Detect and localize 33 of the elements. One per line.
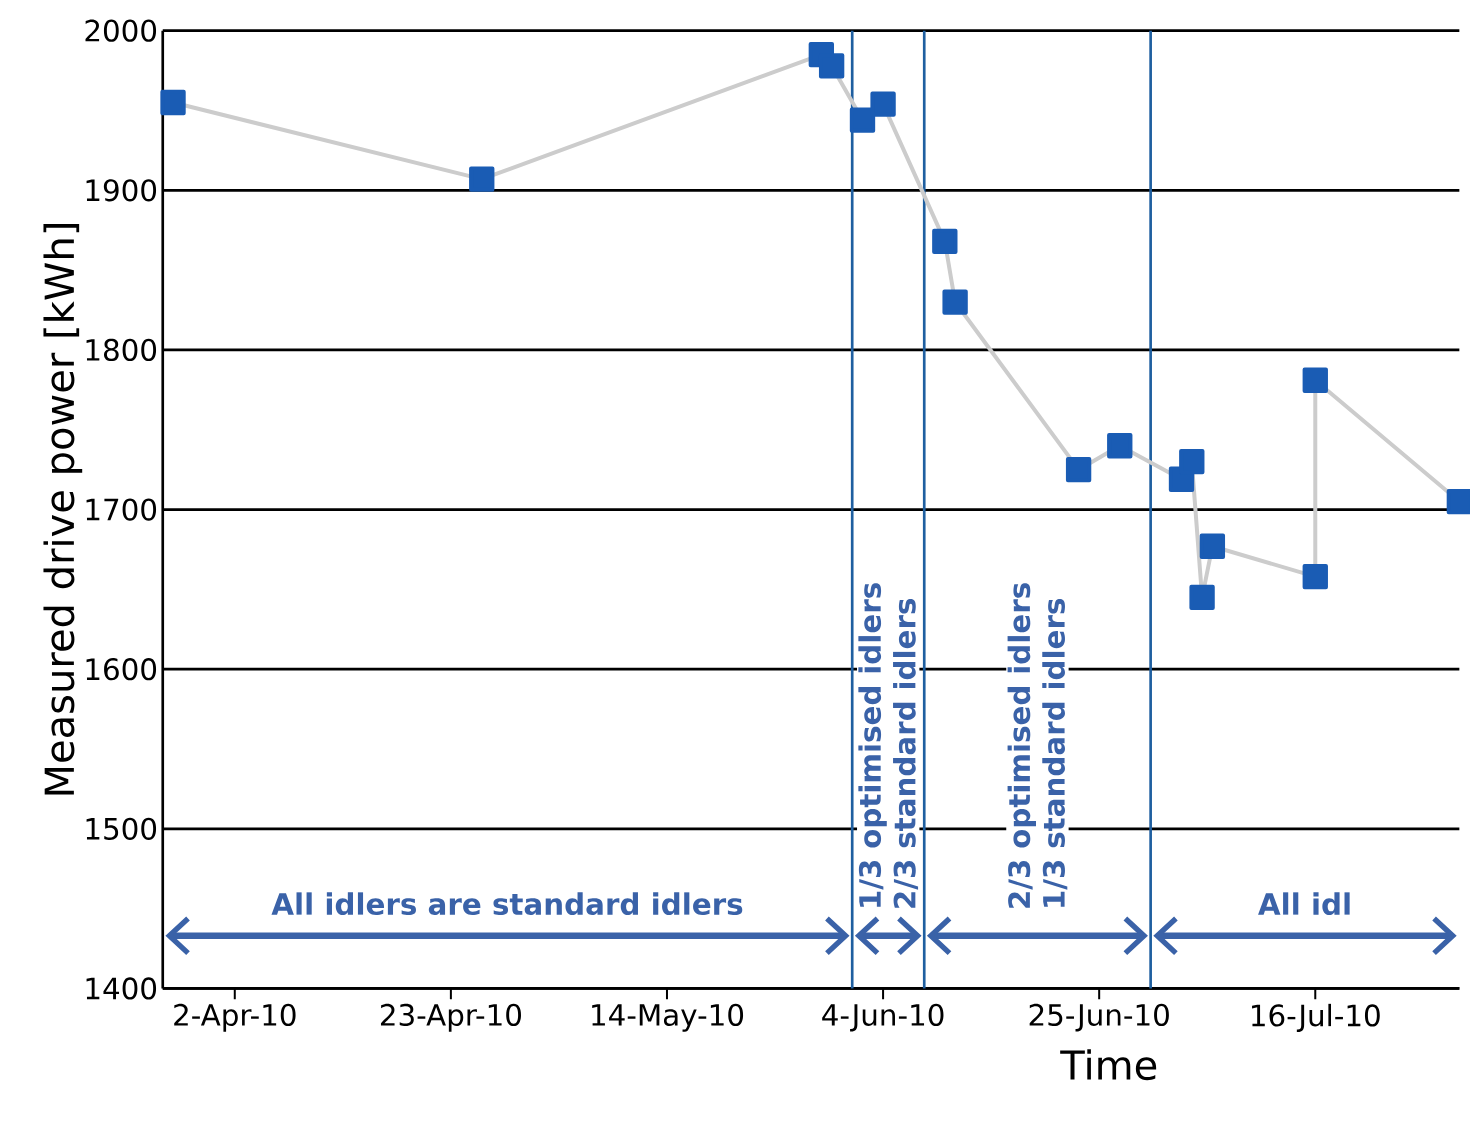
x-tick-label: 23-Apr-10 (380, 1003, 521, 1032)
annotation: 2/3 optimised idlers 1/3 standard idlers (1007, 583, 1068, 908)
point (1107, 433, 1133, 459)
x-axis-title: Time (1060, 1049, 1157, 1081)
y-axis-title: Measured drive power [kWh] (43, 224, 83, 795)
y-tick-label: 1900 (86, 179, 157, 202)
y-tick-label: 1700 (86, 498, 157, 521)
y-tick-label: 1800 (86, 338, 157, 362)
x-tick-label: 25-Jun-10 (1029, 1003, 1169, 1032)
point (469, 166, 495, 192)
y-tick-label: 1400 (86, 977, 157, 1000)
y-tick-label: 2000 (85, 19, 157, 42)
point (818, 53, 845, 79)
point (932, 228, 958, 255)
annotation: All idlers are standard idlers (271, 892, 743, 916)
y-tick-label: 1500 (86, 817, 157, 840)
point (1302, 367, 1328, 394)
point (1065, 457, 1092, 483)
point (942, 289, 968, 315)
point (1179, 449, 1205, 475)
annotation: All idl (1258, 892, 1350, 916)
point (849, 107, 876, 133)
point (870, 91, 896, 117)
x-tick-label: 14-May-10 (592, 1003, 744, 1032)
x-tick-label: 2-Apr-10 (174, 1003, 296, 1032)
point (1302, 564, 1328, 590)
y-tick-label: 1600 (86, 658, 157, 681)
x-tick-label: 16-Jul-10 (1252, 1003, 1380, 1033)
point (1189, 584, 1215, 611)
x-tick-label: 4-Jun-10 (822, 1003, 944, 1032)
point (160, 89, 186, 116)
annotation: 1/3 optimised idlers 2/3 standard idlers (858, 583, 919, 908)
point (1199, 533, 1226, 560)
